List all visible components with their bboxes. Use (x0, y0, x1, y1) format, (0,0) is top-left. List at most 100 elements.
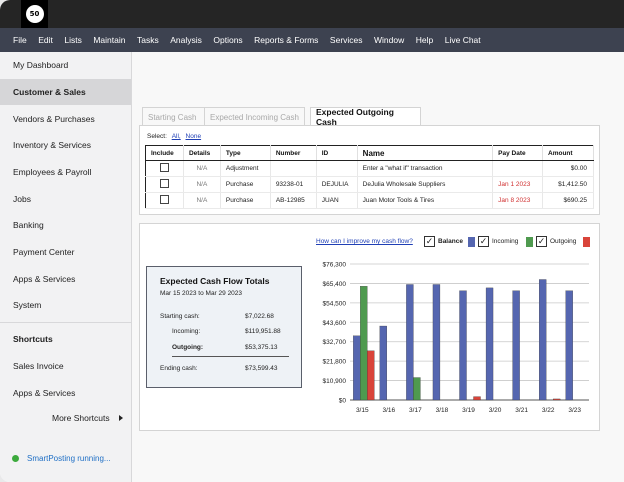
shortcut-sales-invoice[interactable]: Sales Invoice (13, 361, 64, 371)
table-row[interactable]: N/A Purchase 93238-01 DEJULIA DeJulia Wholes… (145, 176, 594, 193)
tab-expected-outgoing-cash[interactable]: Expected Outgoing Cash (310, 107, 421, 127)
menu-tasks[interactable]: Tasks (136, 35, 159, 45)
include-checkbox[interactable] (159, 195, 169, 204)
outgoing-legend-label: Outgoing (550, 238, 577, 245)
outgoing-cash-table: Include Details Type Number ID Name Pay … (145, 145, 594, 209)
sidebar-item-vendors-purchases[interactable]: Vendors & Purchases (13, 114, 95, 124)
x-tick-label: 3/15 (356, 407, 369, 414)
cell-include (145, 160, 184, 177)
cell-amount: $0.00 (542, 160, 594, 177)
column-header-pay-date[interactable]: Pay Date (492, 145, 543, 161)
sidebar-item-jobs[interactable]: Jobs (13, 194, 31, 204)
starting-cash-value: $7,022.68 (245, 313, 274, 320)
cell-details: N/A (183, 192, 221, 209)
y-tick-label: $21,800 (323, 359, 347, 366)
balance-bar (432, 284, 441, 401)
cell-name: Enter a "what if" transaction (357, 160, 494, 177)
balance-bar (379, 325, 387, 401)
y-tick-label: $32,700 (323, 339, 347, 346)
menu-maintain[interactable]: Maintain (93, 35, 126, 45)
sidebar-item-apps-services[interactable]: Apps & Services (13, 274, 76, 284)
menu-bar: File Edit Lists Maintain Tasks Analysis Option… (0, 28, 624, 52)
column-header-type[interactable]: Type (220, 145, 271, 161)
select-all-link[interactable]: All, (171, 133, 181, 140)
cash-flow-help-link[interactable]: How can I improve my cash flow? (316, 238, 413, 245)
balance-legend-label: Balance (438, 238, 463, 245)
column-header-name[interactable]: Name (357, 145, 494, 161)
cell-pay-date: Jan 8 2023 (492, 192, 543, 209)
incoming-legend-swatch (526, 237, 533, 247)
cell-details: N/A (183, 160, 221, 177)
outgoing-legend-swatch (583, 237, 590, 247)
totals-date-range: Mar 15 2023 to Mar 29 2023 (160, 290, 243, 297)
cell-amount: $1,412.50 (542, 176, 594, 193)
y-tick-label: $43,600 (323, 320, 347, 327)
balance-bar (485, 287, 494, 401)
smartposting-status[interactable]: SmartPosting running... (27, 454, 111, 463)
include-checkbox[interactable] (159, 163, 169, 172)
incoming-checkbox[interactable]: ✓ (478, 236, 489, 247)
cell-include (145, 176, 184, 193)
tab-starting-cash[interactable]: Starting Cash (142, 107, 205, 126)
column-header-include[interactable]: Include (145, 145, 184, 161)
more-shortcuts-button[interactable]: More Shortcuts (52, 413, 110, 423)
tab-expected-incoming-cash[interactable]: Expected Incoming Cash (204, 107, 305, 126)
table-row[interactable]: N/A Adjustment Enter a "what if" transacti… (145, 160, 594, 177)
balance-bar (565, 290, 573, 401)
x-tick-label: 3/21 (515, 407, 528, 414)
menu-services[interactable]: Services (329, 35, 363, 45)
y-tick-label: $65,400 (323, 281, 347, 288)
y-tick-label: $0 (339, 398, 347, 405)
app-logo[interactable]: 50 (21, 0, 48, 28)
balance-bar (539, 279, 547, 401)
menu-lists[interactable]: Lists (64, 35, 82, 45)
menu-help[interactable]: Help (415, 35, 434, 45)
outgoing-label: Outgoing: (172, 344, 204, 351)
cell-id (316, 160, 358, 177)
table-row[interactable]: N/A Purchase AB-12985 JUAN Juan Motor Tools … (145, 192, 594, 209)
sidebar-item-employees-payroll[interactable]: Employees & Payroll (13, 167, 92, 177)
menu-options[interactable]: Options (213, 35, 243, 45)
outgoing-value: $53,375.13 (245, 344, 278, 351)
x-tick-label: 3/19 (462, 407, 475, 414)
status-indicator-icon (12, 455, 19, 462)
menu-live-chat[interactable]: Live Chat (444, 35, 481, 45)
shortcut-apps-services[interactable]: Apps & Services (13, 388, 76, 398)
select-none-link[interactable]: None (185, 133, 202, 140)
sidebar-item-my-dashboard[interactable]: My Dashboard (13, 60, 69, 70)
balance-bar (459, 290, 467, 401)
balance-bar (406, 284, 414, 401)
cell-type: Adjustment (220, 160, 271, 177)
cell-pay-date: Jan 1 2023 (492, 176, 543, 193)
outgoing-checkbox[interactable]: ✓ (536, 236, 547, 247)
include-checkbox[interactable] (159, 179, 169, 188)
incoming-bar (360, 286, 368, 401)
incoming-legend-label: Incoming (492, 238, 519, 245)
balance-checkbox[interactable]: ✓ (424, 236, 435, 247)
menu-reports-forms[interactable]: Reports & Forms (254, 35, 319, 45)
sidebar-item-payment-center[interactable]: Payment Center (13, 247, 75, 257)
column-header-id[interactable]: ID (316, 145, 358, 161)
balance-legend-swatch (468, 237, 475, 247)
sidebar: My Dashboard Customer & Sales Vendors & Pu… (0, 52, 132, 482)
column-header-number[interactable]: Number (270, 145, 317, 161)
column-header-amount[interactable]: Amount (542, 145, 594, 161)
chevron-right-icon[interactable] (119, 415, 123, 421)
ending-cash-value: $73,599.43 (245, 365, 278, 372)
outgoing-bar (553, 398, 561, 401)
menu-file[interactable]: File (13, 35, 27, 45)
menu-analysis[interactable]: Analysis (170, 35, 202, 45)
sidebar-item-customer-sales[interactable]: Customer & Sales (0, 79, 131, 105)
sidebar-item-inventory-services[interactable]: Inventory & Services (13, 140, 91, 150)
select-row: Select: All, None (147, 133, 201, 140)
column-header-details[interactable]: Details (183, 145, 221, 161)
y-tick-label: $10,900 (323, 378, 347, 385)
menu-edit[interactable]: Edit (38, 35, 53, 45)
sidebar-divider (0, 322, 131, 323)
x-tick-label: 3/16 (383, 407, 396, 414)
sidebar-item-system[interactable]: System (13, 300, 42, 310)
y-tick-label: $54,500 (323, 300, 347, 307)
menu-window[interactable]: Window (374, 35, 405, 45)
sidebar-item-banking[interactable]: Banking (13, 220, 44, 230)
